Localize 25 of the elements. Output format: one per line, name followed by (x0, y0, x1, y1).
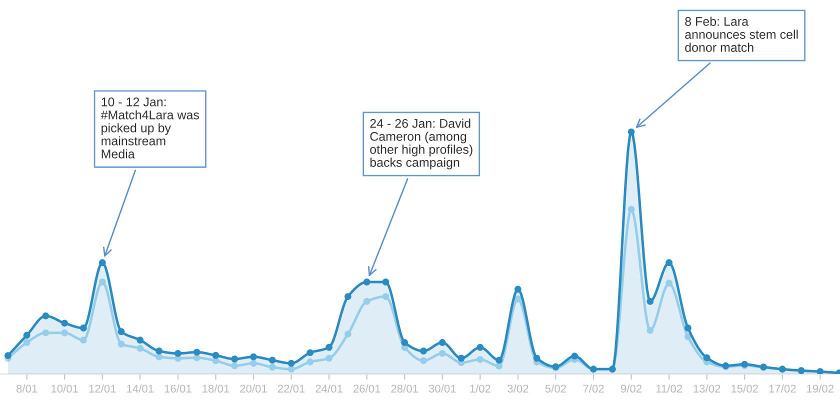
annotation: 10 - 12 Jan: #Match4Lara was picked up by mainstream Media (100, 98, 200, 158)
x-tick-label: 28/01 (391, 384, 418, 393)
x-tick-label: 24/01 (316, 384, 342, 393)
x-tick-label: 11/02 (656, 384, 682, 393)
x-tick-label: 14/01 (127, 384, 154, 393)
x-tick-label: 8/01 (16, 384, 38, 393)
x-tick-label: 16/01 (164, 384, 192, 393)
annotation: 24 - 26 Jan: David Cameron (among other high profiles) backs campaign (370, 118, 472, 170)
x-tick-label: 1/02 (470, 384, 490, 393)
annotation: 8 Feb: Lara announces stem cell donor match (685, 16, 798, 52)
x-tick-label: 30/01 (428, 384, 456, 393)
x-tick-label: 9/02 (620, 384, 642, 393)
x-tick-label: 12/01 (89, 384, 116, 393)
x-tick-label: 20/01 (240, 384, 267, 393)
x-tick-label: 22/01 (278, 384, 305, 393)
x-tick-label: 3/02 (508, 384, 528, 393)
x-tick-label: 5/02 (545, 384, 566, 393)
x-tick-label: 13/02 (694, 384, 720, 393)
x-tick-label: 10/01 (52, 384, 78, 393)
x-tick-label: 19/02 (807, 384, 834, 393)
x-tick-label: 17/02 (769, 384, 796, 393)
x-tick-label: 15/02 (732, 384, 758, 393)
x-tick-label: 18/01 (202, 384, 230, 393)
x-tick-label: 7/02 (583, 384, 604, 393)
x-tick-label: 26/01 (353, 384, 380, 393)
